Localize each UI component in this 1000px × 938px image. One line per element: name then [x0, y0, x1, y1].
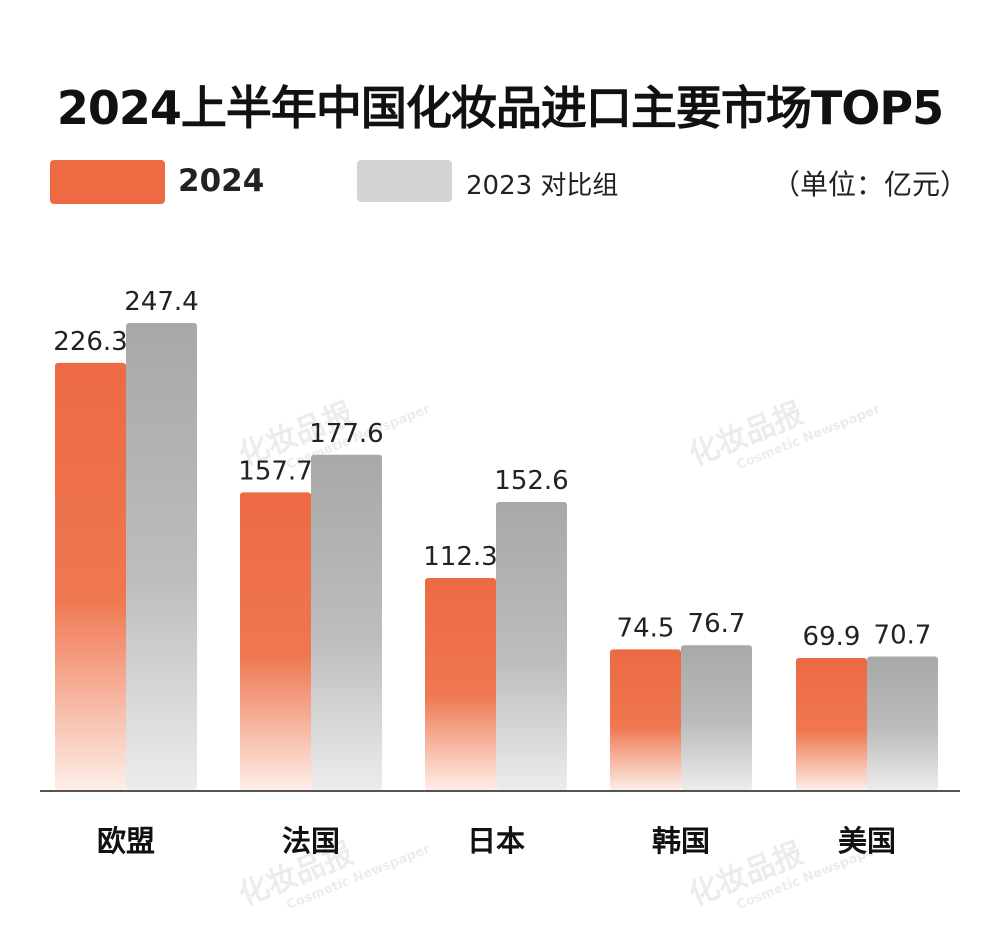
legend-label-2023: 2023 对比组 [466, 171, 619, 201]
category-label-日本: 日本 [467, 824, 525, 858]
bar-2023-美国 [867, 656, 938, 790]
data-label-2023-美国: 70.7 [874, 621, 932, 651]
data-label-2023-欧盟: 247.4 [124, 287, 198, 317]
bar-2024-法国 [240, 492, 311, 790]
data-label-2024-日本: 112.3 [423, 542, 497, 572]
bar-2024-欧盟 [55, 362, 126, 790]
category-label-韩国: 韩国 [652, 824, 710, 858]
bar-2023-法国 [311, 454, 382, 790]
bar-2023-日本 [496, 501, 567, 790]
bar-2024-美国 [796, 658, 867, 790]
category-label-美国: 美国 [838, 824, 896, 858]
data-label-2023-日本: 152.6 [494, 466, 568, 496]
bar-2023-欧盟 [126, 323, 197, 790]
category-label-欧盟: 欧盟 [97, 824, 155, 858]
data-label-2024-欧盟: 226.3 [53, 327, 127, 357]
data-label-2024-法国: 157.7 [238, 456, 312, 486]
data-label-2024-韩国: 74.5 [617, 613, 675, 643]
legend-swatch-2024 [50, 160, 165, 204]
data-label-2023-法国: 177.6 [309, 419, 383, 449]
data-label-2023-韩国: 76.7 [688, 609, 746, 639]
bar-2024-韩国 [610, 649, 681, 790]
legend-swatch-2023 [357, 160, 452, 202]
category-label-法国: 法国 [282, 824, 340, 858]
chart-title: 2024上半年中国化妆品进口主要市场TOP5 [56, 81, 944, 135]
legend-label-2024: 2024 [178, 163, 265, 199]
bar-2023-韩国 [681, 645, 752, 790]
unit-label: （单位：亿元） [771, 168, 968, 201]
bar-2024-日本 [425, 578, 496, 790]
data-label-2024-美国: 69.9 [803, 622, 861, 652]
